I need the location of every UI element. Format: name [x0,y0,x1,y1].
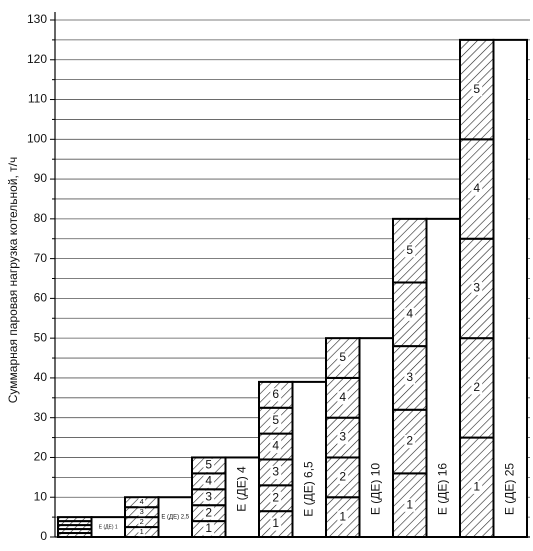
unit-label-bg [138,517,146,527]
y-tick-label: 130 [27,12,47,26]
total-bar [492,38,528,539]
unit-label: 4 [140,497,144,506]
unit-label: 5 [406,243,413,257]
y-tick-label: 60 [34,291,48,305]
unit-label: 1 [205,521,212,535]
unit-label-bg [270,414,282,428]
unit-label: 3 [140,507,144,516]
y-tick-label: 50 [34,330,48,344]
unit-label: 5 [205,458,212,472]
unit-label-bg [404,498,416,512]
unit-label: 1 [473,479,480,493]
y-tick-label: 0 [40,529,47,543]
unit-label: 1 [339,509,346,523]
unit-label-bg [471,182,483,196]
unit-label: 3 [272,465,279,479]
unit-label: 2 [339,470,346,484]
unit-label: 4 [339,390,346,404]
unit-label: 4 [406,306,413,320]
total-bar [291,380,327,538]
unit-label: 4 [272,439,279,453]
y-tick-label: 70 [34,251,48,265]
unit-label: 1 [272,516,279,530]
bar-label: Е (ДЕ) 25 [502,463,516,515]
unit-label-bg [337,510,349,524]
y-tick-label: 100 [27,131,47,145]
unit-label: 5 [272,413,279,427]
y-axis-title: Суммарная паровая нагрузка котельной, т/… [6,157,20,403]
unit-label: 2 [406,434,413,448]
unit-label: 5 [339,350,346,364]
unit-label-bg [404,371,416,385]
unit-label: 1 [406,497,413,511]
unit-label: 5 [473,82,480,96]
unit-label: 3 [205,489,212,503]
bar-label: Е (ДЕ) 16 [435,463,449,515]
unit-segment [57,516,93,523]
unit-label-bg [270,491,282,505]
unit-label: 3 [473,281,480,295]
y-tick-label: 30 [34,410,48,424]
bar-label: Е (ДЕ) 6,5 [301,461,315,517]
unit-label-bg [471,82,483,97]
unit-label-bg [270,388,282,402]
unit-label-bg [337,391,349,405]
unit-label: 2 [473,380,480,394]
unit-label-bg [270,439,282,454]
unit-label-bg [337,351,349,365]
unit-label-bg [203,506,215,520]
unit-label: 2 [272,490,279,504]
unit-label: 3 [406,370,413,384]
unit-label-bg [270,465,282,479]
unit-label-bg [404,307,416,321]
y-tick-label: 120 [27,52,47,66]
unit-label-bg [138,508,146,517]
unit-label-bg [337,470,349,484]
unit-label: 2 [140,517,144,526]
bar-label: Е (ДЕ) 4 [234,466,248,512]
unit-label-bg [203,458,215,472]
unit-label-bg [270,517,282,531]
unit-label-bg [337,430,349,445]
unit-label: 4 [205,473,212,487]
bar-label: Е (ДЕ) 1 [99,524,118,530]
y-tick-label: 40 [34,370,48,384]
bar-label: Е (ДЕ) 2,5 [161,515,189,521]
unit-label: 2 [205,505,212,519]
unit-label: 6 [272,387,279,401]
unit-label: 1 [140,527,144,536]
bar-label: Е (ДЕ) 10 [368,463,382,515]
y-tick-label: 10 [34,489,48,503]
unit-label-bg [404,434,416,449]
y-tick-label: 90 [34,171,48,185]
unit-label-bg [471,281,483,296]
y-tick-label: 110 [28,92,47,106]
unit-label-bg [471,381,483,395]
unit-label-bg [203,522,215,536]
y-tick-label: 80 [34,211,48,225]
unit-label-bg [203,490,215,504]
y-tick-label: 20 [34,450,48,464]
unit-label-bg [138,527,146,537]
unit-label-bg [404,244,416,258]
unit-label-bg [471,480,483,494]
unit-label: 3 [339,430,346,444]
unit-label-bg [203,474,215,488]
unit-label-bg [138,498,146,507]
unit-label: 4 [473,181,480,195]
